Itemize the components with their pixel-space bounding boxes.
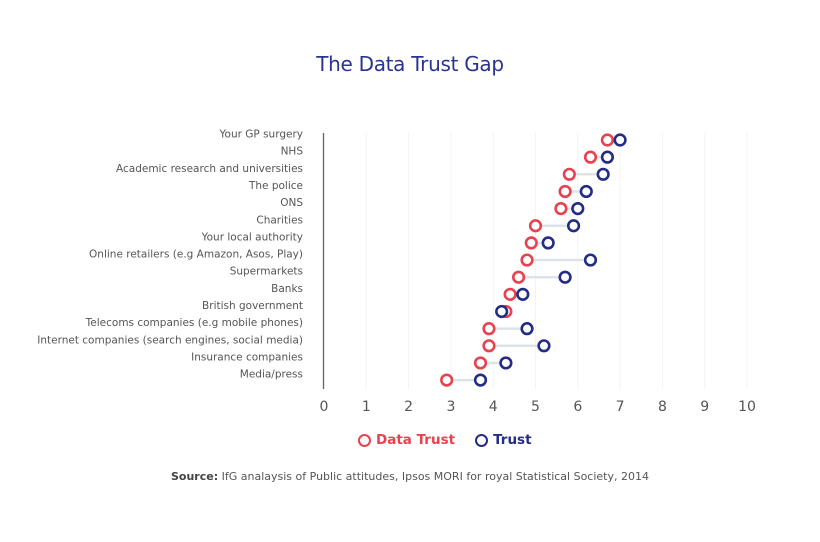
data-trust-point — [503, 287, 517, 301]
category-labels: Your GP surgery NHS Academic research and … — [37, 129, 303, 381]
category-label: The police — [248, 180, 303, 192]
data-trust-point — [520, 253, 534, 267]
data-trust-point — [583, 150, 598, 164]
data-trust-point — [554, 202, 568, 216]
data-trust-point — [473, 356, 488, 370]
data-trust-point — [482, 322, 496, 336]
trust-point — [473, 373, 488, 387]
category-label: Banks — [271, 283, 303, 295]
trust-point — [579, 184, 593, 199]
category-label: Supermarkets — [230, 266, 303, 278]
data-trust-point — [524, 236, 538, 250]
legend-item-data-trust[interactable]: Data Trust — [358, 432, 455, 448]
data-trust-point — [482, 339, 496, 353]
x-tick-label: 6 — [573, 399, 582, 415]
category-label: NHS — [281, 146, 304, 158]
legend: Data Trust Trust — [358, 432, 552, 448]
trust-point — [499, 356, 513, 370]
x-tick-label: 7 — [616, 399, 625, 415]
category-label: Academic research and universities — [116, 163, 303, 175]
x-tick-label: 0 — [320, 399, 329, 415]
category-label: Media/press — [240, 369, 303, 381]
x-tick-label: 4 — [489, 399, 498, 415]
trust-point — [516, 287, 530, 301]
trust-point — [495, 304, 509, 319]
category-label: Telecoms companies (e.g mobile phones) — [85, 317, 303, 329]
x-tick-label: 8 — [658, 399, 667, 415]
x-tick-label: 1 — [362, 399, 371, 415]
data-trust-point — [558, 184, 572, 199]
category-label: British government — [202, 300, 303, 312]
trust-point — [537, 339, 551, 353]
data-trust-point — [528, 219, 543, 233]
trust-point — [571, 202, 585, 216]
trust-point — [583, 253, 598, 267]
category-label: Your GP surgery — [219, 129, 303, 141]
source-label: Source: — [171, 470, 219, 483]
trust-point — [566, 219, 581, 233]
legend-item-trust[interactable]: Trust — [475, 432, 532, 448]
trust-point — [600, 150, 615, 164]
data-trust-point — [562, 167, 576, 181]
category-label: Charities — [256, 214, 303, 226]
x-tick-labels: 0 1 2 3 4 5 6 7 8 9 10 — [320, 399, 756, 415]
trust-point — [520, 322, 534, 336]
trust-marker-icon — [475, 433, 489, 447]
markers — [440, 133, 627, 387]
chart-title: The Data Trust Gap — [316, 52, 504, 76]
source-note: Source: IfG analaysis of Public attitude… — [0, 470, 820, 483]
trust-point — [541, 236, 555, 250]
x-tick-label: 5 — [531, 399, 540, 415]
x-tick-label: 9 — [700, 399, 709, 415]
category-label: Online retailers (e.g Amazon, Asos, Play… — [89, 249, 303, 261]
category-label: Insurance companies — [191, 351, 303, 363]
data-trust-point — [511, 270, 526, 284]
data-trust-point — [440, 373, 454, 387]
category-label: Your local authority — [201, 231, 303, 243]
trust-point — [558, 270, 572, 284]
x-tick-label: 10 — [738, 399, 756, 415]
category-label: ONS — [280, 197, 303, 209]
trust-point — [613, 133, 627, 147]
data-trust-marker-icon — [358, 433, 371, 447]
data-trust-point — [600, 133, 615, 147]
source-text: IfG analaysis of Public attitudes, Ipsos… — [221, 470, 649, 483]
x-tick-label: 2 — [404, 399, 413, 415]
legend-label-data-trust: Data Trust — [376, 432, 456, 448]
trust-point — [596, 167, 610, 181]
x-tick-label: 3 — [446, 399, 455, 415]
category-label: Internet companies (search engines, soci… — [37, 334, 303, 346]
legend-label-trust: Trust — [493, 432, 532, 448]
